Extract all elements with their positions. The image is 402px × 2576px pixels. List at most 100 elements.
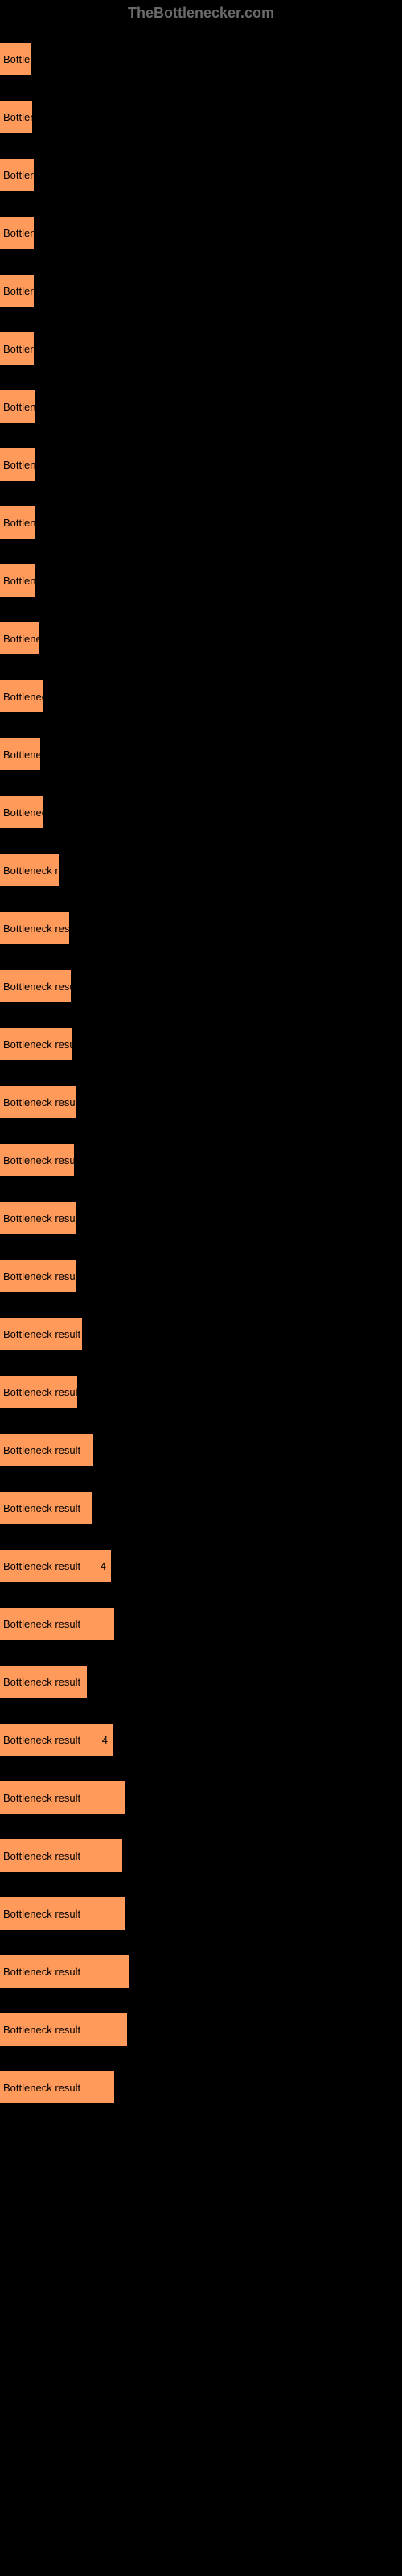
bar-label: Bottleneck result (3, 1270, 77, 1282)
bar: Bottleneck result (0, 1434, 93, 1466)
bar: Bottlenec (0, 564, 35, 597)
bar-row: Bottlenec (0, 493, 402, 551)
bar-label: Bottleneck result (3, 1560, 80, 1572)
bar: Bottleneck r (0, 680, 43, 712)
bar-row: Bottleneck result (0, 1073, 402, 1131)
bar-row: Bottlene (0, 88, 402, 146)
bar: Bottleneck result (0, 1666, 87, 1698)
bar-label: Bottleneck (3, 749, 42, 761)
bar-label: Bottleneck result (3, 2082, 80, 2094)
bar-label: Bottleneck result (3, 1328, 80, 1340)
bar-row: Bottleneck (0, 725, 402, 783)
bar-row: Bottleneck resul (0, 841, 402, 899)
bar-value: 4 (102, 1734, 108, 1746)
bar: Bottleneck r (0, 796, 43, 828)
bar-row: Bottleneck result4 (0, 1711, 402, 1769)
bar-label: Bottleneck result (3, 1792, 80, 1804)
bar-row: Bottleneck result (0, 957, 402, 1015)
bar-row: Bottleneck r (0, 783, 402, 841)
bar-label: Bottlenec (3, 285, 35, 297)
bar-label: Bottleneck result (3, 1502, 80, 1514)
bar-label: Bottleneck result (3, 2024, 80, 2036)
bar: Bottleneck result (0, 1608, 114, 1640)
bar: Bottleneck result (0, 1955, 129, 1988)
bar: Bottleneck result (0, 970, 71, 1002)
bar: Bottlenec (0, 448, 35, 481)
bar: Bottleneck result (0, 1144, 74, 1176)
bar-label: Bottleneck result (3, 1212, 78, 1224)
bar: Bottlenec (0, 390, 35, 423)
bar-label: Bottleneck (3, 633, 40, 645)
bar: Bottlenec (0, 506, 35, 539)
bar-label: Bottleneck result (3, 1444, 80, 1456)
bar: Bottleneck result (0, 912, 69, 944)
bar-row: Bottlenec (0, 320, 402, 378)
bar: Bottlenec (0, 332, 34, 365)
bar-row: Bottleneck result (0, 1421, 402, 1479)
bar-row: Bottleneck result 48 (0, 1827, 402, 1885)
bottleneck-bar-chart: Bottlene Bottlene Bottlenec Bottlenec Bottle… (0, 30, 402, 2132)
bar-row: Bottleneck result 45 (0, 2058, 402, 2116)
bar-label: Bottlenec (3, 401, 36, 413)
bar-label: Bottlenec (3, 169, 35, 181)
bar-value: 50 (130, 2024, 142, 2036)
bar-row: Bottleneck r (0, 667, 402, 725)
bar-label: Bottleneck result (3, 1850, 80, 1862)
bar-value: 4 (117, 1618, 123, 1630)
bar: Bottleneck result (0, 1260, 76, 1292)
bar: Bottleneck result (0, 2013, 127, 2046)
bar: Bottlenec (0, 275, 34, 307)
bar-label: Bottleneck r (3, 807, 45, 819)
bar-label: Bottleneck resul (3, 865, 61, 877)
bar-label: Bottlenec (3, 517, 37, 529)
bar-label: Bottleneck result (3, 1154, 76, 1166)
bar-label: Bottleneck r (3, 691, 45, 703)
bar-value: 48 (125, 1850, 137, 1862)
bar-row: Bottleneck result49 (0, 1769, 402, 1827)
bar-row: Bottlenec (0, 551, 402, 609)
bar: Bottlenec (0, 159, 34, 191)
bar-label: Bottlene (3, 111, 34, 123)
bar-value: 4 (100, 1560, 106, 1572)
bar-row: Bottleneck result (0, 1015, 402, 1073)
site-title: TheBottlenecker.com (128, 5, 274, 21)
bar: Bottleneck (0, 738, 40, 770)
bar-label: Bottleneck result (3, 1038, 74, 1051)
bar-row: Bottleneck (0, 609, 402, 667)
bar: Bottleneck result (0, 1897, 125, 1930)
bar-label: Bottlene (3, 53, 33, 65)
bar-row: Bottlenec (0, 436, 402, 493)
bar-label: Bottleneck result (3, 923, 71, 935)
bar: Bottleneck result4 (0, 1724, 113, 1756)
bar-label: Bottleneck result (3, 1966, 80, 1978)
bar-label: Bottleneck result (3, 1908, 80, 1920)
bar-row: Bottlenec (0, 378, 402, 436)
bar-row: Bottleneck result (0, 1479, 402, 1537)
bar-label: Bottlenec (3, 227, 35, 239)
bar-row: Bottlene (0, 30, 402, 88)
bar: Bottlenec (0, 217, 34, 249)
bar-value: 45 (117, 2082, 129, 2094)
bar: Bottleneck result (0, 1028, 72, 1060)
bar-label: Bottleneck result (3, 980, 72, 993)
bar-row: Bottleneck result 50 (0, 2000, 402, 2058)
bar-row: Bottleneck result (0, 899, 402, 957)
bar-row: Bottleneck result49 (0, 1885, 402, 1942)
bar-label: Bottleneck result (3, 1386, 79, 1398)
bar: Bottleneck result (0, 1086, 76, 1118)
bar-row: Bottleneck result (0, 1653, 402, 1711)
bar: Bottleneck result (0, 1492, 92, 1524)
bar-label: Bottlenec (3, 343, 35, 355)
bar-label: Bottleneck result (3, 1096, 77, 1108)
bar-row: Bottleneck result (0, 1305, 402, 1363)
bar: Bottleneck result (0, 1318, 82, 1350)
bar-value: 50 (132, 1966, 143, 1978)
bar-row: Bottleneck result 4 (0, 1537, 402, 1595)
bar-row: Bottlenec (0, 262, 402, 320)
bar-row: Bottleneck result4 (0, 1595, 402, 1653)
bar: Bottleneck result (0, 1781, 125, 1814)
bar-row: Bottleneck result (0, 1363, 402, 1421)
bar: Bottleneck result 4 (0, 1550, 111, 1582)
bar-label: Bottlenec (3, 459, 36, 471)
bar-row: Bottleneck result (0, 1189, 402, 1247)
